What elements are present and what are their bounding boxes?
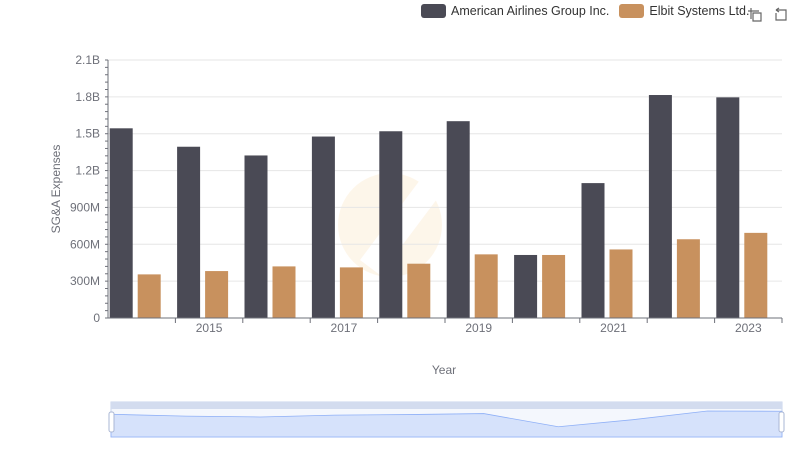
bar-american-airlines-2017[interactable] <box>311 136 335 318</box>
legend-swatch-american-airlines <box>421 4 446 18</box>
y-tick-label: 900M <box>70 200 100 214</box>
y-tick-label: 600M <box>70 237 100 251</box>
x-tick-label: 2021 <box>600 321 627 335</box>
bar-american-airlines-2016[interactable] <box>244 155 268 318</box>
x-tick-label: 2019 <box>465 321 492 335</box>
slider-handle-right[interactable] <box>778 411 785 433</box>
x-axis-title: Year <box>432 363 456 377</box>
legend-label-american-airlines: American Airlines Group Inc. <box>451 4 610 18</box>
legend-swatch-elbit-systems <box>619 4 645 18</box>
y-tick-label: 0 <box>93 311 100 325</box>
restore-icon[interactable] <box>773 7 789 23</box>
bar-elbit-systems-2022[interactable] <box>676 239 700 318</box>
slider-preview-area <box>110 410 783 438</box>
y-tick-label: 1.5B <box>75 127 100 141</box>
bar-american-airlines-2020[interactable] <box>514 254 538 318</box>
y-axis-title: SG&A Expenses <box>49 145 63 234</box>
bars <box>109 95 768 318</box>
slider-handle-left[interactable] <box>108 411 115 433</box>
bar-elbit-systems-2016[interactable] <box>272 266 296 318</box>
bar-american-airlines-2023[interactable] <box>716 97 740 318</box>
bar-american-airlines-2014[interactable] <box>109 128 133 318</box>
x-tick-label: 2015 <box>196 321 223 335</box>
data-zoom-slider[interactable] <box>108 401 785 438</box>
y-tick-label: 1.8B <box>75 90 100 104</box>
bar-elbit-systems-2023[interactable] <box>744 232 768 318</box>
bar-elbit-systems-2019[interactable] <box>474 254 498 318</box>
bar-elbit-systems-2020[interactable] <box>542 254 566 318</box>
slider-drag-bar[interactable] <box>111 402 782 409</box>
bar-elbit-systems-2021[interactable] <box>609 249 633 318</box>
x-axis: 2015 2017 2019 2021 2023 <box>108 317 783 335</box>
bar-elbit-systems-2015[interactable] <box>205 271 229 318</box>
bar-american-airlines-2018[interactable] <box>379 131 403 318</box>
bar-elbit-systems-2014[interactable] <box>137 274 161 318</box>
x-tick-label: 2023 <box>735 321 762 335</box>
y-tick-label: 300M <box>70 274 100 288</box>
bar-elbit-systems-2017[interactable] <box>339 267 363 318</box>
bar-american-airlines-2022[interactable] <box>648 95 672 318</box>
bar-american-airlines-2019[interactable] <box>446 121 470 318</box>
x-tick-label: 2017 <box>331 321 358 335</box>
zoom-select-icon[interactable] <box>747 7 763 23</box>
legend-item-elbit-systems[interactable]: Elbit Systems Ltd. <box>619 4 749 18</box>
bar-american-airlines-2021[interactable] <box>581 183 605 318</box>
legend: American Airlines Group Inc. Elbit Syste… <box>421 4 759 18</box>
y-axis: 0 300M 600M 900M 1.2B 1.5B 1.8B 2.1B <box>70 53 109 325</box>
y-tick-label: 1.2B <box>75 164 100 178</box>
bar-american-airlines-2015[interactable] <box>177 146 201 318</box>
bar-elbit-systems-2018[interactable] <box>407 263 431 318</box>
legend-item-american-airlines[interactable]: American Airlines Group Inc. <box>421 4 609 18</box>
y-tick-label: 2.1B <box>75 53 100 67</box>
legend-label-elbit-systems: Elbit Systems Ltd. <box>649 4 750 18</box>
